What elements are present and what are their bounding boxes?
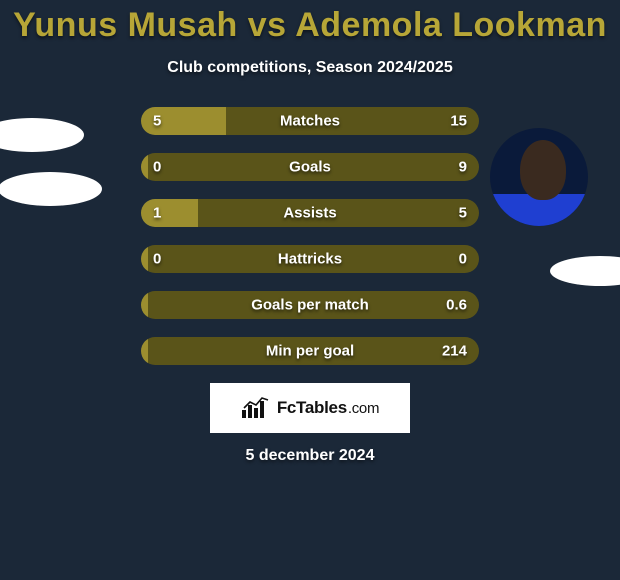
bar-left-fill: [141, 199, 198, 227]
stat-label: Matches: [280, 113, 340, 130]
stat-value-left: 5: [153, 113, 161, 130]
stat-value-left: 0: [153, 159, 161, 176]
stat-label: Goals: [289, 159, 331, 176]
stat-label: Assists: [283, 205, 336, 222]
player-right-name: Ademola Lookman: [295, 6, 607, 44]
stat-value-right: 214: [442, 343, 467, 360]
stat-label: Hattricks: [278, 251, 342, 268]
stat-value-right: 15: [450, 113, 467, 130]
logo-brand: FcTables: [277, 398, 347, 418]
logo-domain: .com: [348, 400, 379, 417]
avatar-right: [490, 128, 588, 226]
stat-row-assists: 1 5 Assists: [141, 199, 479, 227]
stat-row-goals: 0 9 Goals: [141, 153, 479, 181]
bar-left-fill: [141, 153, 148, 181]
stat-value-left: 1: [153, 205, 161, 222]
stat-label: Goals per match: [251, 297, 369, 314]
avatar-blob: [0, 118, 84, 152]
stat-value-right: 9: [459, 159, 467, 176]
avatar-left: [12, 116, 110, 214]
subtitle: Club competitions, Season 2024/2025: [0, 59, 620, 77]
avatar-right-blob: [550, 256, 620, 286]
bar-left-fill: [141, 245, 148, 273]
stat-bars: 515Matches09Goals15Assists00Hattricks0.6…: [141, 107, 479, 365]
page-title: Yunus Musah vs Ademola Lookman: [0, 0, 620, 45]
stat-label: Min per goal: [266, 343, 354, 360]
logo-box: FcTables.com: [210, 383, 410, 433]
stat-value-right: 5: [459, 205, 467, 222]
stat-value-left: 0: [153, 251, 161, 268]
stat-value-right: 0.6: [446, 297, 467, 314]
avatar-face: [520, 140, 566, 200]
player-left-name: Yunus Musah: [13, 6, 238, 44]
date-text: 5 december 2024: [0, 447, 620, 465]
avatar-blob: [0, 172, 102, 206]
logo-chart-icon: [241, 396, 271, 420]
stat-row-min-per-goal: 214 Min per goal: [141, 337, 479, 365]
stat-row-matches: 5 15 Matches: [141, 107, 479, 135]
bar-left-fill: [141, 291, 148, 319]
bar-right-fill: [198, 199, 479, 227]
bar-right-fill: [226, 107, 480, 135]
logo-text: FcTables.com: [277, 398, 379, 418]
bar-left-fill: [141, 337, 148, 365]
stat-row-goals-per-match: 0.6 Goals per match: [141, 291, 479, 319]
vs-separator: vs: [248, 6, 296, 44]
stat-value-right: 0: [459, 251, 467, 268]
stat-row-hattricks: 0 0 Hattricks: [141, 245, 479, 273]
